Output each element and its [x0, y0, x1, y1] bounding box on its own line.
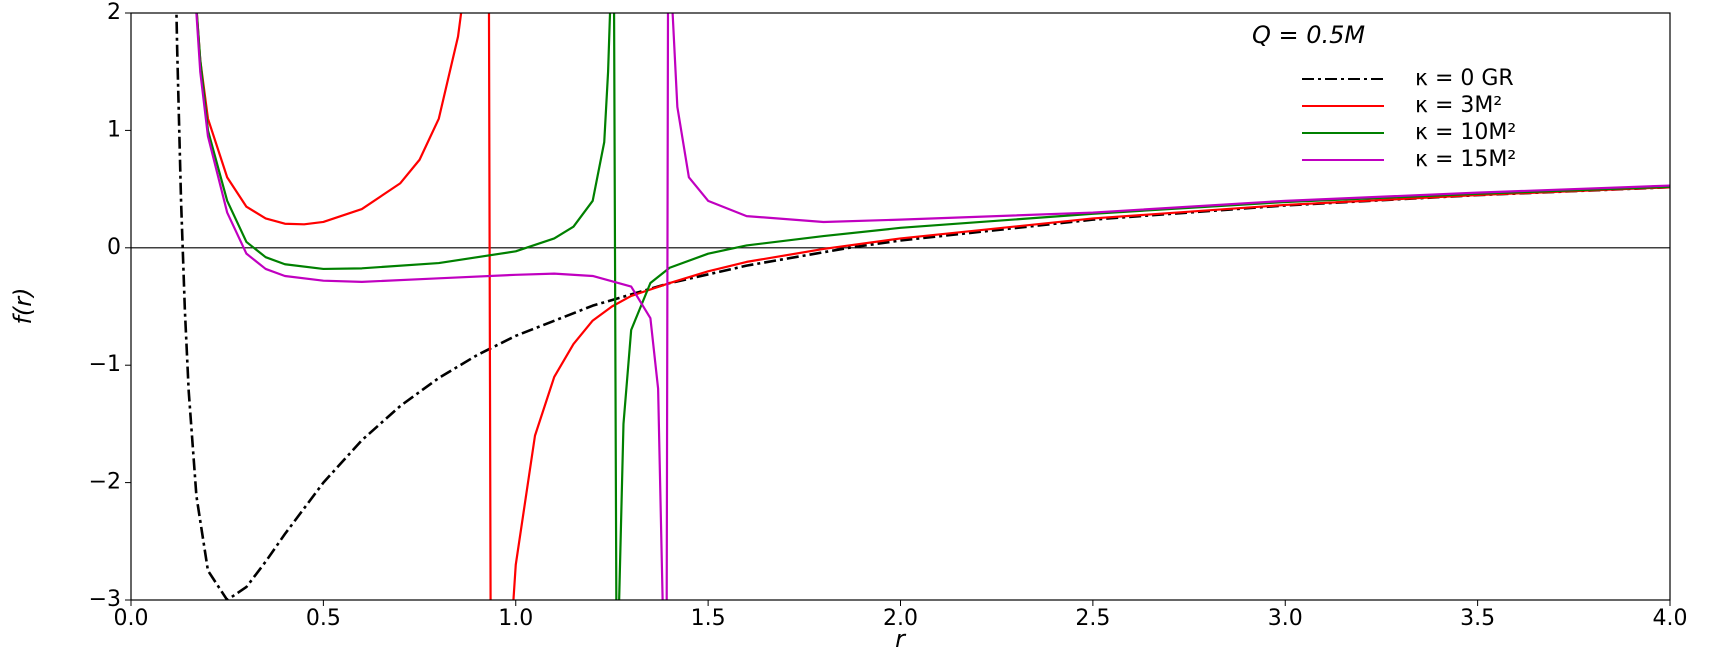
- x-tick-label: 3.5: [1460, 606, 1495, 631]
- x-tick-label: 2.5: [1075, 606, 1110, 631]
- series-line: [195, 13, 1670, 600]
- y-tick-label: −1: [89, 352, 121, 377]
- plot-area: [175, 13, 1670, 600]
- x-tick-label: 0.5: [306, 606, 341, 631]
- x-tick-label: 3.0: [1268, 606, 1303, 631]
- series-line: [195, 13, 1670, 600]
- y-tick-label: 2: [107, 0, 121, 25]
- x-tick-label: 0.0: [114, 606, 149, 631]
- annotation: Q = 0.5M: [1252, 21, 1365, 49]
- series-line: [175, 13, 1670, 600]
- x-tick-label: 4.0: [1653, 606, 1688, 631]
- plot-frame: [130, 12, 1671, 601]
- y-tick-label: 1: [107, 117, 121, 142]
- y-tick-label: −3: [89, 587, 121, 612]
- legend-label: κ = 3M²: [1415, 93, 1502, 118]
- x-axis-title: r: [895, 625, 907, 653]
- x-tick-label: 1.0: [498, 606, 533, 631]
- series-line: [195, 13, 1670, 600]
- y-axis-title: f(r): [9, 287, 37, 324]
- x-tick-label: 2.0: [883, 606, 918, 631]
- legend-label: κ = 15M²: [1415, 147, 1516, 172]
- x-tick-label: 1.5: [691, 606, 726, 631]
- y-tick-label: −2: [89, 470, 121, 495]
- legend-label: κ = 10M²: [1415, 120, 1516, 145]
- y-tick-label: 0: [107, 235, 121, 260]
- legend-label: κ = 0 GR: [1415, 66, 1514, 91]
